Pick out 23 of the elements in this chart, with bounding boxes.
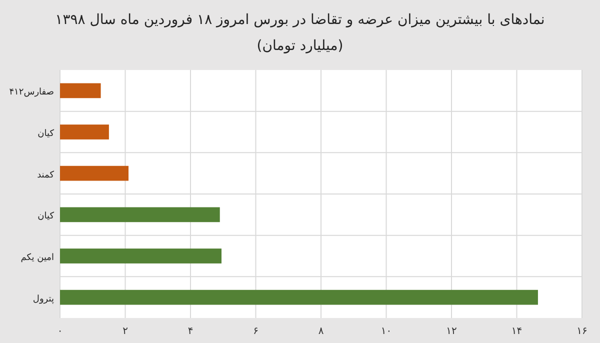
bar	[60, 248, 222, 264]
y-tick-label: کیان	[38, 212, 55, 222]
chart-subtitle: (میلیارد تومان)	[256, 38, 344, 54]
bar	[60, 124, 109, 140]
x-tick-label: ۱۲	[446, 326, 457, 337]
x-tick-label: ۰	[57, 326, 63, 337]
x-tick-label: ۱۶	[576, 326, 588, 337]
x-tick-label: ۸	[318, 326, 324, 337]
y-tick-label: پترول	[32, 294, 54, 304]
y-tick-label: کمند	[37, 170, 55, 180]
x-tick-label: ۲	[122, 326, 128, 337]
x-tick-label: ۱۴	[511, 326, 522, 337]
x-tick-label: ۴	[188, 326, 194, 337]
bar	[60, 166, 129, 181]
x-tick-label: ۶	[253, 326, 258, 337]
y-tick-label: کیان	[38, 129, 55, 139]
bar	[60, 290, 538, 305]
bar	[60, 207, 220, 222]
y-tick-label: صفارس۴۱۲	[9, 88, 54, 98]
bar	[60, 83, 101, 98]
y-tick-label: امین یکم	[20, 253, 54, 263]
chart-title: نمادهای با بیشترین میزان عرضه و تقاضا در بورس امروز ۱۸ فروردین ماه سال ۱۳۹۸	[55, 12, 545, 28]
x-tick-label: ۱۰	[380, 326, 392, 337]
